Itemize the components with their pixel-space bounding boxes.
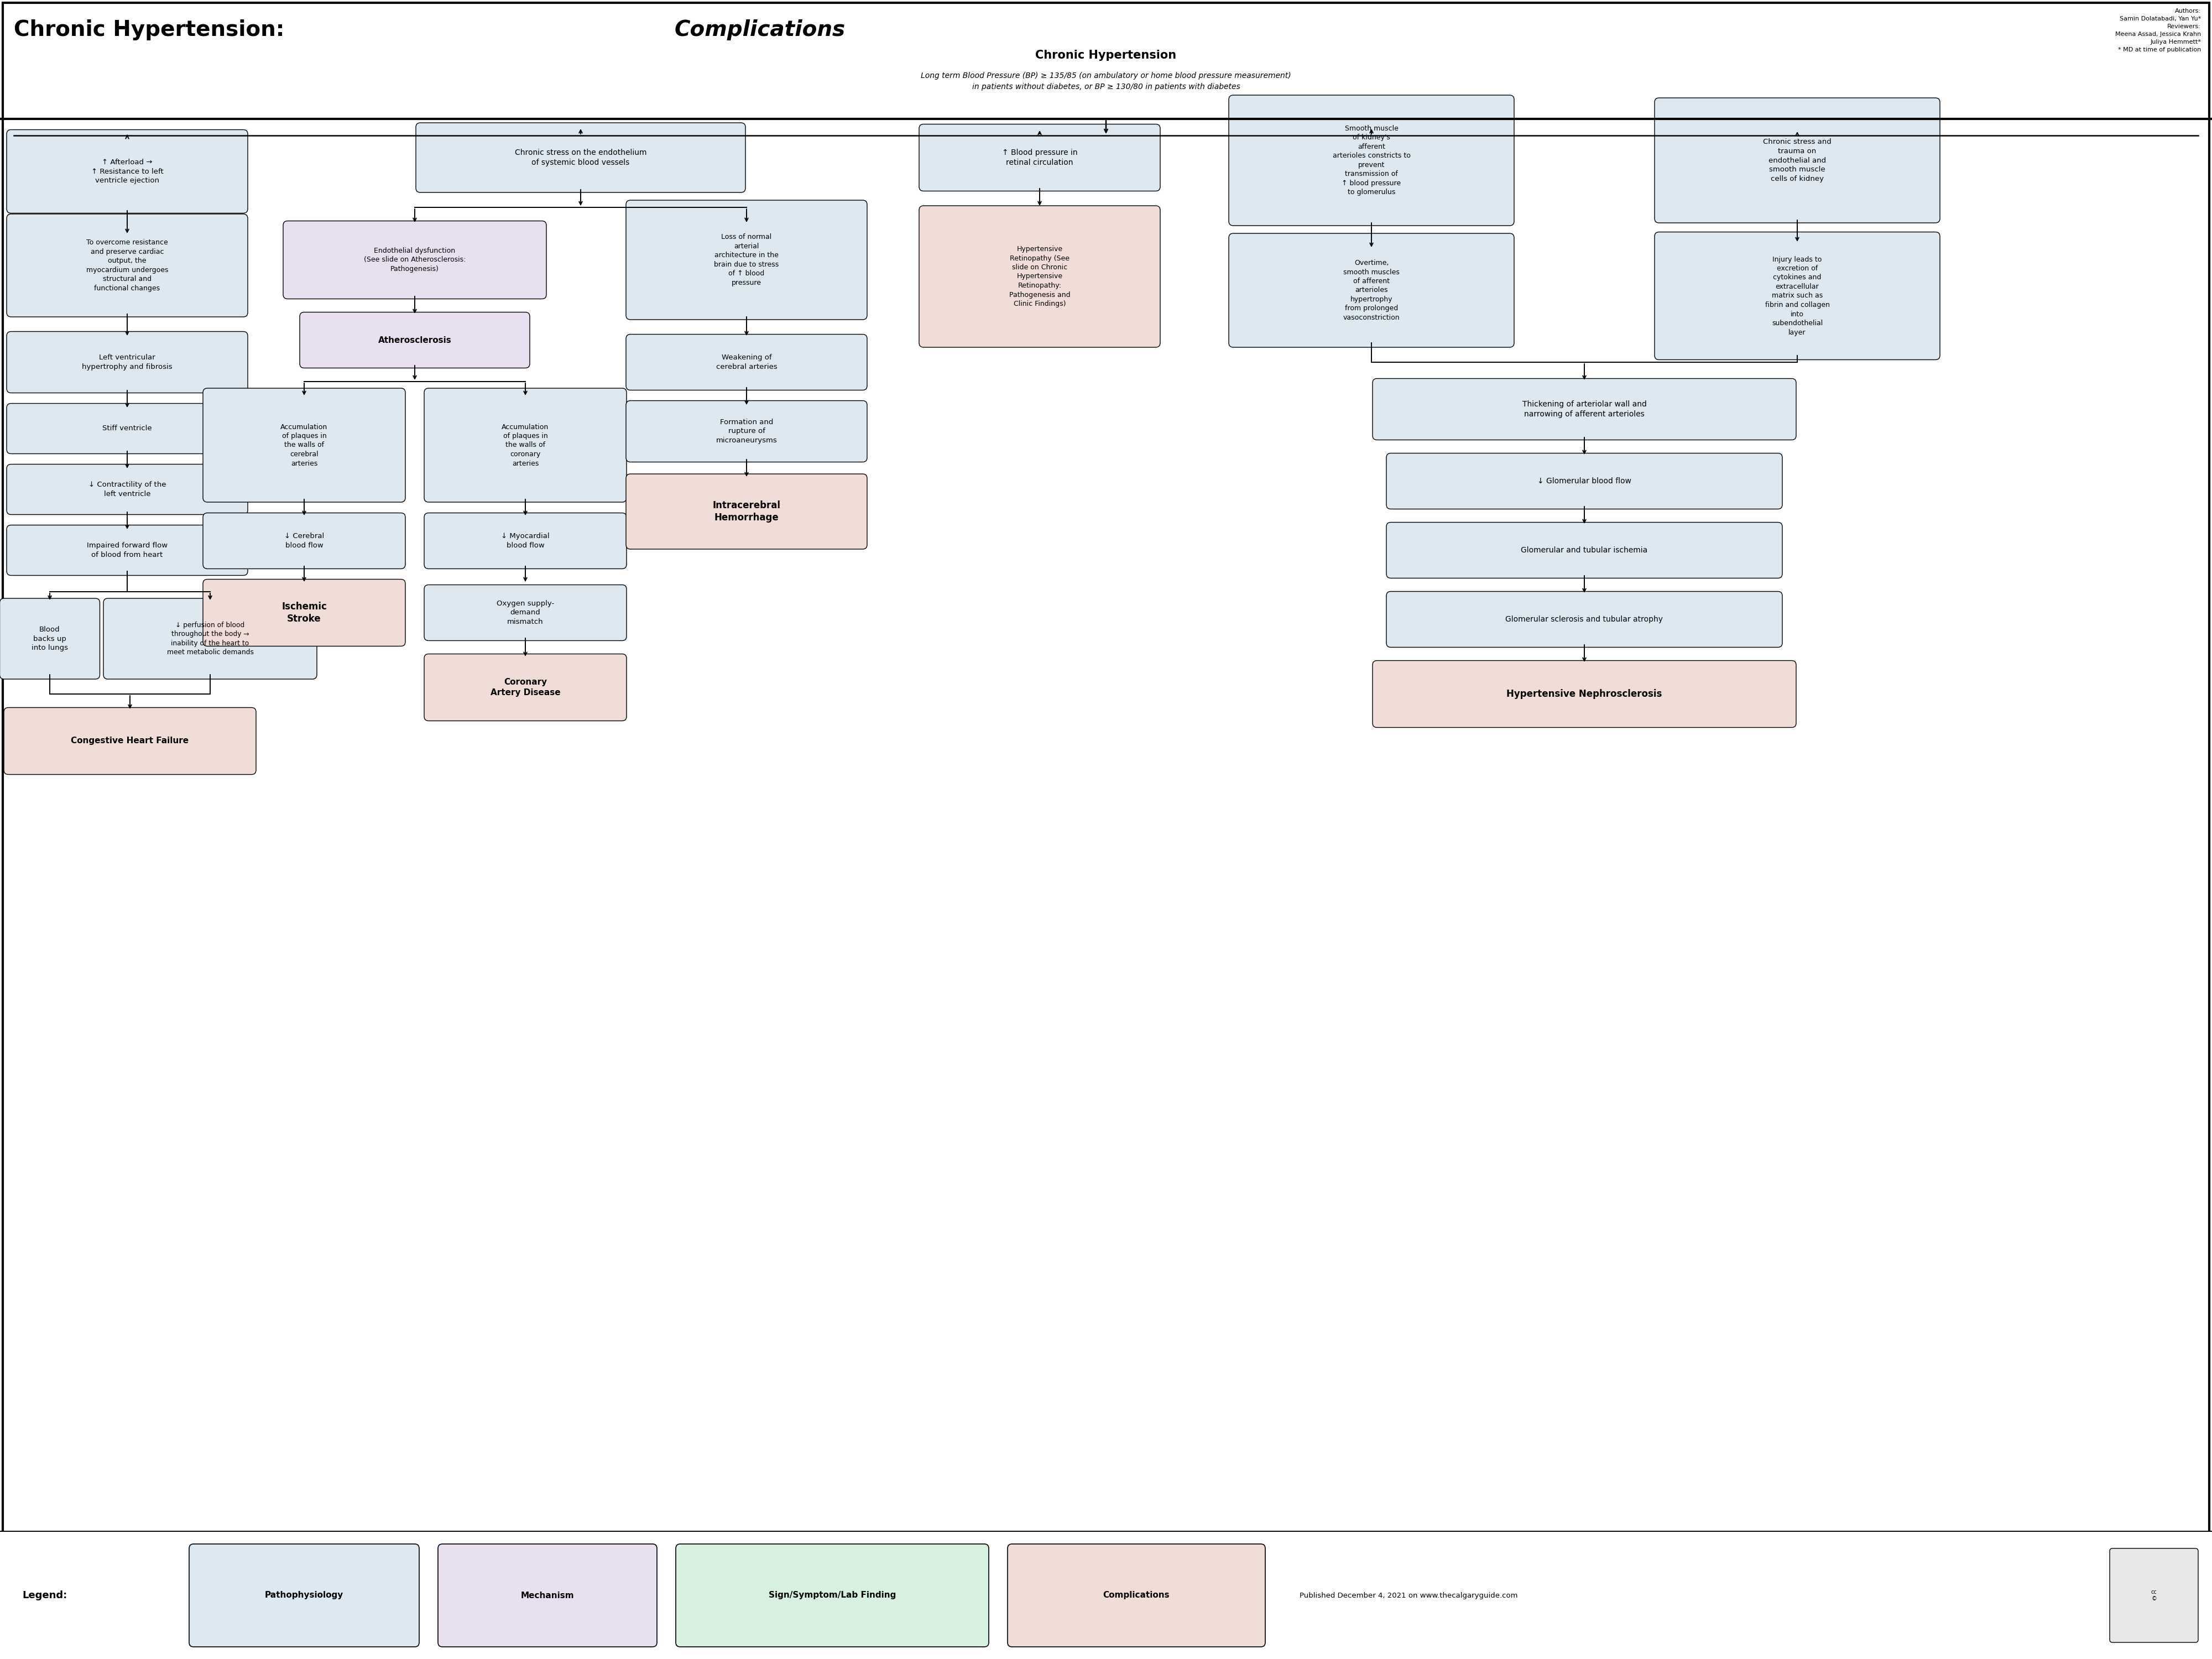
Text: Chronic stress and
trauma on
endothelial and
smooth muscle
cells of kidney: Chronic stress and trauma on endothelial…	[1763, 139, 1832, 182]
Text: Injury leads to
excretion of
cytokines and
extracellular
matrix such as
fibrin a: Injury leads to excretion of cytokines a…	[1765, 255, 1829, 335]
FancyBboxPatch shape	[7, 129, 248, 214]
Text: ↑ Blood pressure in
retinal circulation: ↑ Blood pressure in retinal circulation	[1002, 149, 1077, 166]
Text: Left ventricular
hypertrophy and fibrosis: Left ventricular hypertrophy and fibrosi…	[82, 353, 173, 370]
FancyBboxPatch shape	[204, 579, 405, 645]
Text: Ischemic
Stroke: Ischemic Stroke	[281, 602, 327, 624]
FancyBboxPatch shape	[425, 654, 626, 720]
FancyBboxPatch shape	[7, 332, 248, 393]
FancyBboxPatch shape	[0, 599, 100, 679]
Text: ↑ Afterload →
↑ Resistance to left
ventricle ejection: ↑ Afterload → ↑ Resistance to left ventr…	[91, 159, 164, 184]
Text: ↓ Cerebral
blood flow: ↓ Cerebral blood flow	[283, 533, 325, 549]
Text: Glomerular and tubular ischemia: Glomerular and tubular ischemia	[1522, 546, 1648, 554]
FancyBboxPatch shape	[7, 403, 248, 455]
FancyBboxPatch shape	[1387, 523, 1783, 577]
Text: Chronic Hypertension:: Chronic Hypertension:	[13, 20, 292, 40]
Text: Congestive Heart Failure: Congestive Heart Failure	[71, 737, 188, 745]
FancyBboxPatch shape	[7, 465, 248, 514]
Text: Coronary
Artery Disease: Coronary Artery Disease	[491, 679, 560, 697]
FancyBboxPatch shape	[204, 388, 405, 503]
Text: cc
©: cc ©	[2150, 1589, 2157, 1601]
FancyBboxPatch shape	[425, 584, 626, 640]
Text: Sign/Symptom/Lab Finding: Sign/Symptom/Lab Finding	[768, 1591, 896, 1599]
Text: Thickening of arteriolar wall and
narrowing of afferent arterioles: Thickening of arteriolar wall and narrow…	[1522, 400, 1646, 418]
Text: ↓ Glomerular blood flow: ↓ Glomerular blood flow	[1537, 478, 1632, 484]
Text: Atherosclerosis: Atherosclerosis	[378, 335, 451, 345]
FancyBboxPatch shape	[301, 312, 531, 368]
FancyBboxPatch shape	[920, 206, 1159, 347]
FancyBboxPatch shape	[1387, 591, 1783, 647]
FancyBboxPatch shape	[190, 1545, 420, 1647]
FancyBboxPatch shape	[1009, 1545, 1265, 1647]
Text: Complications: Complications	[675, 20, 845, 40]
Text: Hypertensive
Retinopathy (See
slide on Chronic
Hypertensive
Retinopathy:
Pathoge: Hypertensive Retinopathy (See slide on C…	[1009, 246, 1071, 307]
FancyBboxPatch shape	[7, 214, 248, 317]
Text: ↓ Myocardial
blood flow: ↓ Myocardial blood flow	[502, 533, 549, 549]
FancyBboxPatch shape	[626, 335, 867, 390]
Text: Smooth muscle
of kidney's
afferent
arterioles constricts to
prevent
transmission: Smooth muscle of kidney's afferent arter…	[1332, 124, 1411, 196]
Text: Oxygen supply-
demand
mismatch: Oxygen supply- demand mismatch	[495, 601, 555, 625]
Text: Published December 4, 2021 on www.thecalgaryguide.com: Published December 4, 2021 on www.thecal…	[1301, 1593, 1517, 1599]
FancyBboxPatch shape	[626, 401, 867, 461]
Text: Accumulation
of plaques in
the walls of
cerebral
arteries: Accumulation of plaques in the walls of …	[281, 423, 327, 468]
FancyBboxPatch shape	[1371, 378, 1796, 440]
Text: Overtime,
smooth muscles
of afferent
arterioles
hypertrophy
from prolonged
vasoc: Overtime, smooth muscles of afferent art…	[1343, 259, 1400, 322]
FancyBboxPatch shape	[1371, 660, 1796, 727]
Text: Accumulation
of plaques in
the walls of
coronary
arteries: Accumulation of plaques in the walls of …	[502, 423, 549, 468]
Text: To overcome resistance
and preserve cardiac
output, the
myocardium undergoes
str: To overcome resistance and preserve card…	[86, 239, 168, 292]
Text: Authors:
Samin Dolatabadi, Yan Yu*
Reviewers:
Meena Assad, Jessica Krahn
Juliya : Authors: Samin Dolatabadi, Yan Yu* Revie…	[2115, 8, 2201, 53]
Text: ↓ perfusion of blood
throughout the body →
inability of the heart to
meet metabo: ↓ perfusion of blood throughout the body…	[166, 622, 254, 655]
FancyBboxPatch shape	[1655, 98, 1940, 222]
FancyBboxPatch shape	[425, 513, 626, 569]
FancyBboxPatch shape	[438, 1545, 657, 1647]
Text: ↓ Contractility of the
left ventricle: ↓ Contractility of the left ventricle	[88, 481, 166, 498]
Text: Formation and
rupture of
microaneurysms: Formation and rupture of microaneurysms	[717, 418, 776, 445]
Text: Impaired forward flow
of blood from heart: Impaired forward flow of blood from hear…	[86, 542, 168, 559]
Text: Loss of normal
arterial
architecture in the
brain due to stress
of ↑ blood
press: Loss of normal arterial architecture in …	[714, 234, 779, 287]
FancyBboxPatch shape	[4, 707, 257, 775]
FancyBboxPatch shape	[1655, 232, 1940, 360]
Text: Chronic Hypertension: Chronic Hypertension	[1035, 50, 1177, 61]
Text: Blood
backs up
into lungs: Blood backs up into lungs	[31, 625, 69, 652]
Text: Intracerebral
Hemorrhage: Intracerebral Hemorrhage	[712, 501, 781, 523]
FancyBboxPatch shape	[2110, 1548, 2199, 1642]
FancyBboxPatch shape	[1230, 95, 1515, 226]
Text: Chronic stress on the endothelium
of systemic blood vessels: Chronic stress on the endothelium of sys…	[515, 149, 646, 166]
FancyBboxPatch shape	[626, 201, 867, 320]
Text: Glomerular sclerosis and tubular atrophy: Glomerular sclerosis and tubular atrophy	[1506, 615, 1663, 624]
FancyBboxPatch shape	[416, 123, 745, 192]
FancyBboxPatch shape	[104, 599, 316, 679]
FancyBboxPatch shape	[425, 388, 626, 503]
Text: Complications: Complications	[1104, 1591, 1170, 1599]
Text: Hypertensive Nephrosclerosis: Hypertensive Nephrosclerosis	[1506, 688, 1661, 698]
Text: Pathophysiology: Pathophysiology	[265, 1591, 343, 1599]
Text: Stiff ventricle: Stiff ventricle	[102, 425, 153, 433]
FancyBboxPatch shape	[1387, 453, 1783, 509]
FancyBboxPatch shape	[677, 1545, 989, 1647]
FancyBboxPatch shape	[920, 124, 1159, 191]
FancyBboxPatch shape	[0, 1531, 2212, 1659]
Text: Endothelial dysfunction
(See slide on Atherosclerosis:
Pathogenesis): Endothelial dysfunction (See slide on At…	[363, 247, 467, 272]
FancyBboxPatch shape	[7, 524, 248, 576]
FancyBboxPatch shape	[1230, 234, 1515, 347]
Text: Weakening of
cerebral arteries: Weakening of cerebral arteries	[717, 353, 776, 370]
FancyBboxPatch shape	[283, 221, 546, 299]
FancyBboxPatch shape	[204, 513, 405, 569]
Text: Long term Blood Pressure (BP) ≥ 135/85 (on ambulatory or home blood pressure mea: Long term Blood Pressure (BP) ≥ 135/85 (…	[920, 71, 1292, 90]
FancyBboxPatch shape	[626, 474, 867, 549]
Text: Legend:: Legend:	[22, 1591, 66, 1601]
Text: Mechanism: Mechanism	[520, 1591, 575, 1599]
